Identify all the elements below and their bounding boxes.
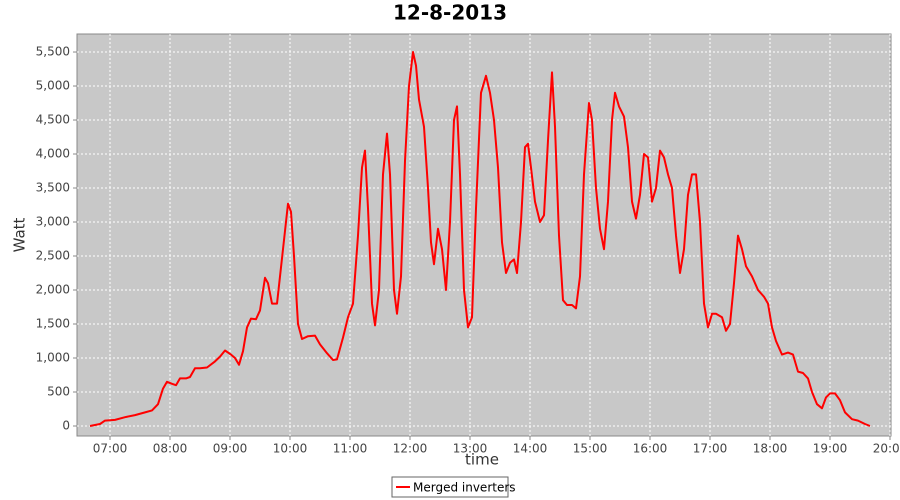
x-tick-label: 15:00 <box>573 442 608 456</box>
y-tick-label: 0 <box>62 419 70 433</box>
y-tick-label: 500 <box>47 385 70 399</box>
x-tick-label: 19:00 <box>813 442 848 456</box>
y-tick-label: 4,000 <box>36 147 70 161</box>
y-tick-label: 5,500 <box>36 45 70 59</box>
y-tick-label: 2,000 <box>36 283 70 297</box>
x-tick-label: 16:00 <box>633 442 668 456</box>
y-tick-label: 1,500 <box>36 317 70 331</box>
y-tick-label: 3,500 <box>36 181 70 195</box>
legend-label: Merged inverters <box>413 481 516 495</box>
x-tick-label: 12:00 <box>393 442 428 456</box>
x-tick-label: 11:00 <box>333 442 368 456</box>
x-tick-label: 07:00 <box>93 442 128 456</box>
x-tick-label: 09:00 <box>213 442 248 456</box>
legend <box>391 476 509 498</box>
x-tick-label: 17:00 <box>693 442 728 456</box>
plot-area <box>76 33 892 437</box>
x-tick-label: 13:00 <box>453 442 488 456</box>
y-tick-label: 3,000 <box>36 215 70 229</box>
y-tick-label: 2,500 <box>36 249 70 263</box>
y-tick-label: 5,000 <box>36 79 70 93</box>
x-tick-label: 18:00 <box>753 442 788 456</box>
x-tick-label: 20:00 <box>873 442 900 456</box>
x-tick-label: 08:00 <box>153 442 188 456</box>
x-tick-label: 10:00 <box>273 442 308 456</box>
x-axis-label: time <box>465 451 499 469</box>
y-tick-label: 1,000 <box>36 351 70 365</box>
y-tick-label: 4,500 <box>36 113 70 127</box>
chart-title: 12-8-2013 <box>393 1 507 25</box>
x-tick-label: 14:00 <box>513 442 548 456</box>
y-axis-label: Watt <box>11 217 29 252</box>
data-line <box>89 51 871 427</box>
